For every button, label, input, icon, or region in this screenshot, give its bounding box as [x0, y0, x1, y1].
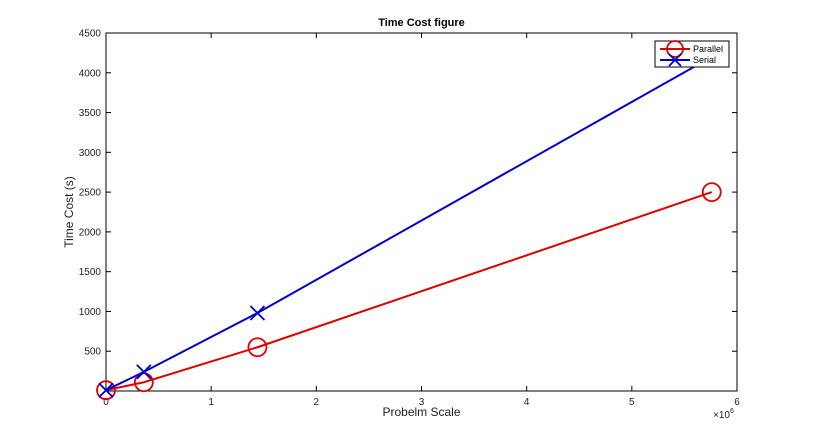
- x-tick-label: 5: [629, 397, 635, 408]
- series-line-parallel: [105, 191, 713, 392]
- data-point-parallel: [96, 380, 116, 401]
- x-axis-multiplier-base: ×10: [713, 410, 730, 421]
- legend-label-parallel: Parallel: [693, 44, 723, 54]
- data-point-parallel: [701, 182, 722, 203]
- data-point-serial: [249, 305, 266, 321]
- y-axis-ticks: 500 1000 1500 2000 2500 3000 3500 4000 4500: [79, 29, 737, 358]
- data-point-serial: [136, 364, 152, 380]
- x-tick-label: 2: [314, 397, 320, 408]
- y-tick-label: 4000: [79, 68, 102, 79]
- x-tick-label: 1: [208, 397, 214, 408]
- y-tick-label: 2500: [79, 188, 102, 199]
- x-tick-label: 0: [103, 397, 109, 408]
- x-axis-multiplier: ×106: [713, 408, 734, 421]
- x-tick-label: 4: [524, 397, 530, 408]
- legend-marker-parallel: [666, 40, 684, 58]
- data-point-parallel: [133, 372, 154, 393]
- y-axis-label: Time Cost (s): [62, 176, 76, 248]
- plot-area: [105, 32, 738, 392]
- data-point-serial: [98, 382, 114, 398]
- x-axis-multiplier-exponent: 6: [730, 408, 734, 415]
- y-tick-label: 3000: [79, 148, 102, 159]
- y-tick-label: 2000: [79, 227, 102, 238]
- y-tick-label: 4500: [79, 29, 102, 40]
- legend-marker-serial: [668, 53, 682, 67]
- legend-label-serial: Serial: [693, 55, 716, 65]
- x-axis-label: Probelm Scale: [382, 405, 460, 419]
- x-tick-label: 6: [734, 397, 740, 408]
- legend: Parallel Serial: [654, 40, 730, 68]
- chart-title: Time Cost figure: [378, 17, 465, 29]
- y-tick-label: 3500: [79, 108, 102, 119]
- x-tick-label: 3: [419, 397, 425, 408]
- series-line-serial: [105, 55, 713, 392]
- data-point-parallel: [247, 337, 268, 358]
- y-tick-label: 1500: [79, 267, 102, 278]
- y-tick-label: 500: [84, 347, 101, 358]
- y-tick-label: 1000: [79, 307, 102, 318]
- series-layer: [96, 49, 722, 401]
- x-axis-ticks: 0 1 2 3 4 5 6: [103, 33, 740, 408]
